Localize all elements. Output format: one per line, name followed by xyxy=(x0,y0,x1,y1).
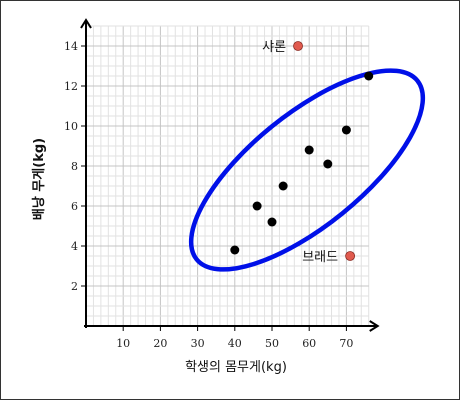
data-points xyxy=(230,41,374,261)
y-tick-label: 6 xyxy=(71,200,78,213)
data-point xyxy=(364,71,374,81)
data-point xyxy=(341,125,351,135)
y-tick-label: 10 xyxy=(64,120,78,133)
y-tick-label: 12 xyxy=(64,80,78,93)
data-point xyxy=(267,217,277,227)
data-point xyxy=(278,181,288,191)
x-tick-label: 70 xyxy=(339,337,353,350)
y-tick-label: 4 xyxy=(71,240,78,253)
point-label: 샤론 xyxy=(262,40,286,55)
x-axis-title: 학생의 몸무게(kg) xyxy=(185,360,287,375)
y-axis-title: 배낭 무게(kg) xyxy=(31,138,47,220)
data-point xyxy=(252,201,262,211)
x-tick-label: 20 xyxy=(153,337,167,350)
y-axis-arrow xyxy=(80,18,92,29)
chart-axes xyxy=(80,18,380,332)
outlier-point xyxy=(345,251,356,261)
y-tick-label: 14 xyxy=(64,40,78,53)
chart-grid xyxy=(86,25,370,326)
data-point xyxy=(323,159,333,169)
x-tick-label: 30 xyxy=(191,337,205,350)
cluster-ellipse xyxy=(188,68,426,272)
data-point xyxy=(304,145,314,155)
x-axis-arrow xyxy=(369,320,380,332)
point-label: 브래드 xyxy=(302,250,338,265)
x-tick-label: 50 xyxy=(265,337,279,350)
tick-labels: 10 20 30 40 50 60 70 2 4 6 8 10 12 14 xyxy=(64,40,353,350)
cluster-ellipse-layer xyxy=(188,68,426,272)
outlier-point xyxy=(293,41,303,51)
x-tick-label: 40 xyxy=(228,337,242,350)
data-point xyxy=(230,245,240,255)
y-tick-label: 8 xyxy=(71,160,78,173)
x-tick-label: 10 xyxy=(116,337,130,350)
y-tick-label: 2 xyxy=(71,280,78,293)
x-tick-label: 60 xyxy=(302,337,316,350)
